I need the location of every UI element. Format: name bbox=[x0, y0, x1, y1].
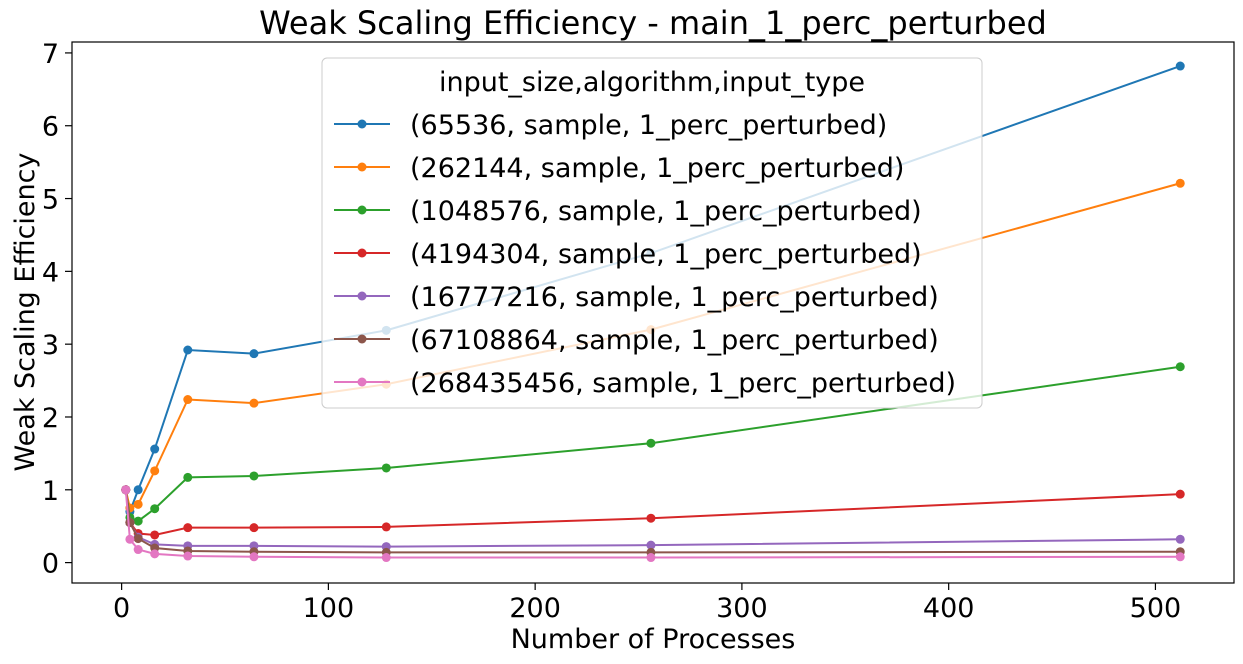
legend-label: (1048576, sample, 1_perc_perturbed) bbox=[410, 196, 922, 227]
y-tick-label: 3 bbox=[42, 330, 59, 361]
data-point bbox=[646, 513, 656, 523]
series-line bbox=[124, 489, 1181, 536]
legend-marker bbox=[357, 162, 367, 172]
data-point bbox=[646, 553, 656, 563]
legend-marker bbox=[357, 334, 367, 344]
legend-title: input_size,algorithm,input_type bbox=[439, 67, 865, 98]
legend-entry: (268435456, sample, 1_perc_perturbed) bbox=[334, 368, 956, 399]
y-tick-label: 1 bbox=[42, 476, 59, 507]
data-point bbox=[133, 499, 143, 509]
legend-entry: (262144, sample, 1_perc_perturbed) bbox=[334, 153, 904, 184]
legend-marker bbox=[357, 248, 367, 258]
legend-marker bbox=[357, 377, 367, 387]
data-point bbox=[125, 518, 135, 528]
legend-label: (262144, sample, 1_perc_perturbed) bbox=[410, 153, 904, 184]
data-point bbox=[183, 523, 193, 533]
data-point bbox=[150, 504, 160, 514]
data-point bbox=[133, 485, 143, 495]
legend-entry: (16777216, sample, 1_perc_perturbed) bbox=[334, 282, 939, 313]
data-point bbox=[121, 485, 131, 495]
y-tick-label: 0 bbox=[42, 549, 59, 580]
legend: input_size,algorithm,input_type (65536, … bbox=[321, 57, 983, 409]
legend-frame bbox=[321, 57, 983, 409]
y-tick-label: 5 bbox=[42, 185, 59, 216]
legend-marker bbox=[357, 291, 367, 301]
data-point bbox=[133, 534, 143, 544]
data-point bbox=[249, 471, 259, 481]
x-tick-label: 0 bbox=[113, 593, 130, 624]
series-layer bbox=[121, 61, 1185, 563]
legend-label: (67108864, sample, 1_perc_perturbed) bbox=[410, 325, 939, 356]
legend-marker bbox=[357, 119, 367, 129]
y-tick-label: 7 bbox=[42, 39, 59, 70]
legend-label: (16777216, sample, 1_perc_perturbed) bbox=[410, 282, 939, 313]
data-point bbox=[125, 534, 135, 544]
legend-label: (268435456, sample, 1_perc_perturbed) bbox=[410, 368, 956, 399]
legend-label: (4194304, sample, 1_perc_perturbed) bbox=[410, 239, 922, 270]
data-point bbox=[249, 398, 259, 408]
plot-frame bbox=[71, 41, 1235, 584]
legend-entry: (1048576, sample, 1_perc_perturbed) bbox=[334, 196, 922, 227]
data-point bbox=[133, 545, 143, 555]
data-point bbox=[150, 466, 160, 476]
data-point bbox=[1175, 489, 1185, 499]
data-point bbox=[183, 551, 193, 561]
data-point bbox=[646, 540, 656, 550]
plot-area bbox=[71, 41, 1235, 584]
series-4 bbox=[121, 485, 1185, 540]
x-tick-label: 500 bbox=[1130, 593, 1182, 624]
data-point bbox=[381, 522, 391, 532]
x-tick-label: 400 bbox=[923, 593, 975, 624]
x-tick-label: 200 bbox=[509, 593, 561, 624]
y-tick-label: 2 bbox=[42, 403, 59, 434]
data-point bbox=[381, 463, 391, 473]
data-point bbox=[1175, 61, 1185, 71]
data-point bbox=[1175, 552, 1185, 562]
data-point bbox=[183, 395, 193, 405]
legend-entry: (4194304, sample, 1_perc_perturbed) bbox=[334, 239, 922, 270]
legend-label: (65536, sample, 1_perc_perturbed) bbox=[410, 110, 887, 141]
legend-entry: (65536, sample, 1_perc_perturbed) bbox=[334, 110, 887, 141]
legend-entry: (67108864, sample, 1_perc_perturbed) bbox=[334, 325, 939, 356]
data-point bbox=[133, 516, 143, 526]
data-point bbox=[1175, 362, 1185, 372]
data-point bbox=[249, 523, 259, 533]
data-point bbox=[249, 552, 259, 562]
data-point bbox=[150, 444, 160, 454]
data-point bbox=[381, 553, 391, 563]
data-point bbox=[249, 349, 259, 359]
x-axis: 0 100 200 300 400 500 bbox=[113, 583, 1181, 624]
series-7 bbox=[121, 485, 1185, 563]
legend-marker bbox=[357, 205, 367, 215]
data-point bbox=[150, 549, 160, 559]
data-point bbox=[1175, 178, 1185, 188]
data-point bbox=[183, 345, 193, 355]
data-point bbox=[150, 530, 160, 540]
y-tick-label: 4 bbox=[42, 257, 59, 288]
chart-title: Weak Scaling Efficiency - main_1_perc_pe… bbox=[259, 4, 1047, 42]
x-tick-label: 300 bbox=[716, 593, 768, 624]
data-point bbox=[1175, 534, 1185, 544]
y-axis: 0 1 2 3 4 5 6 7 bbox=[42, 39, 72, 580]
y-axis-label: Weak Scaling Efficiency bbox=[10, 153, 41, 472]
y-tick-label: 6 bbox=[42, 112, 59, 143]
data-point bbox=[646, 438, 656, 448]
x-axis-label: Number of Processes bbox=[511, 624, 796, 655]
data-point bbox=[183, 472, 193, 482]
x-tick-label: 100 bbox=[303, 593, 355, 624]
